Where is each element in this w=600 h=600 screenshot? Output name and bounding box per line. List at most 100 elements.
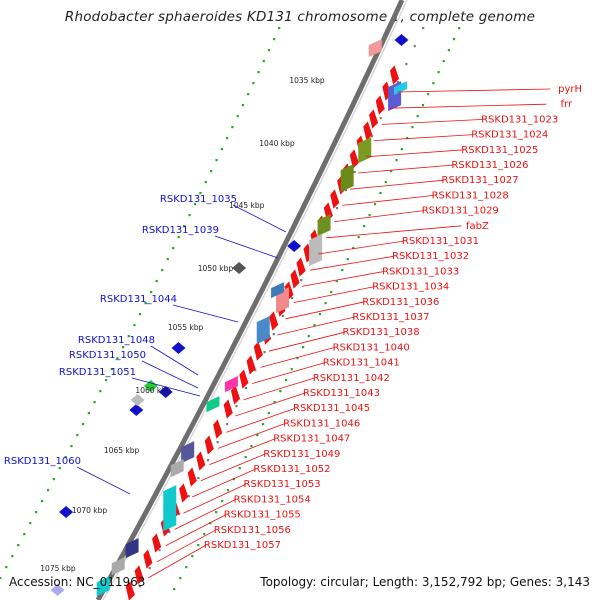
kbp-tick-label: 1075 kbp <box>40 564 76 573</box>
gene-label-forward: RSKD131_1027 <box>442 175 519 186</box>
track-dot <box>197 477 200 480</box>
track-dot <box>87 412 90 415</box>
track-dot <box>437 71 440 74</box>
leader-line <box>301 271 385 287</box>
track-dot <box>427 93 430 96</box>
track-dot <box>177 236 180 239</box>
track-dot <box>307 335 310 338</box>
gene-label-forward: RSKD131_1042 <box>313 373 390 384</box>
leader-line <box>373 134 474 141</box>
leader-line <box>217 423 286 449</box>
gene-label-forward: RSKD131_1040 <box>333 342 410 353</box>
accession-info: Accession: NC_011963 <box>9 575 145 589</box>
track-dot <box>76 434 79 437</box>
gene-label-forward: RSKD131_1024 <box>471 130 548 141</box>
track-dot <box>199 192 202 195</box>
forward-gene-arrow <box>230 385 241 405</box>
reverse-gene-arrow <box>394 34 409 46</box>
forward-gene-arrow <box>269 311 279 331</box>
gene-label-forward: RSKD131_1054 <box>234 494 311 505</box>
genes-value: 3,143 <box>555 575 590 589</box>
kbp-tick-label: 1050 kbp <box>198 264 234 273</box>
track-dot <box>206 459 210 462</box>
forward-gene-arrow <box>239 369 249 389</box>
gene-label-forward: RSKD131_1057 <box>204 540 281 551</box>
track-dot <box>272 333 275 336</box>
gene-label-reverse: RSKD131_1048 <box>78 335 155 346</box>
track-dot <box>29 522 32 525</box>
track-dot <box>247 93 250 96</box>
track-dot <box>346 258 349 261</box>
track-dot <box>144 302 147 305</box>
backbone <box>95 0 408 600</box>
track-dot <box>396 81 399 84</box>
track-dot <box>256 434 259 437</box>
track-dot <box>138 313 142 316</box>
gene-block <box>170 459 184 478</box>
leader-line <box>326 225 462 239</box>
gene-label-forward: RSKD131_1037 <box>352 312 429 323</box>
track-dot <box>363 225 366 228</box>
track-dot <box>330 291 333 294</box>
gene-block <box>224 376 238 393</box>
gene-block <box>96 576 110 597</box>
track-dot <box>335 207 339 210</box>
gene-label-forward: RSKD131_1038 <box>343 327 420 338</box>
leader-line <box>243 377 316 401</box>
forward-gene-arrow <box>196 451 206 471</box>
track-dot <box>138 585 141 588</box>
track-dot <box>41 500 44 503</box>
track-dot <box>173 588 176 591</box>
gene-label-forward: RSKD131_1046 <box>283 418 360 429</box>
forward-gene-arrow <box>296 257 306 277</box>
map-title: Rhodobacter sphaeroides KD131 chromosome… <box>64 9 536 25</box>
genes-label: Genes: <box>509 575 552 589</box>
track-dot <box>0 577 2 580</box>
gene-features <box>50 34 409 600</box>
gene-block <box>340 164 354 193</box>
forward-gene-arrow <box>349 149 359 169</box>
forward-gene-arrow <box>389 65 400 85</box>
gene-label-forward: RSKD131_1041 <box>323 358 400 369</box>
gene-label-forward: RSKD131_1049 <box>263 449 340 460</box>
track-dot <box>155 280 158 283</box>
forward-gene-arrow <box>246 355 256 375</box>
gene-label-reverse: RSKD131_1039 <box>142 225 219 236</box>
reverse-gene-arrow <box>50 584 65 596</box>
gene-label-forward: RSKD131_1043 <box>303 388 380 399</box>
gene-block <box>206 396 220 413</box>
track-dot <box>244 387 248 390</box>
kbp-ticks: 1035 kbp 1040 kbp 1045 kbp 1050 kbp 1055 kbp… <box>40 76 325 573</box>
track-dot <box>371 135 374 138</box>
leader-line <box>147 544 207 579</box>
track-dot <box>122 346 125 349</box>
kbp-tick-label: 1045 kbp <box>229 201 265 210</box>
leader-line <box>389 103 547 109</box>
track-dot <box>241 104 245 107</box>
track-dot <box>413 45 416 48</box>
kbp-tick-label: 1040 kbp <box>259 139 295 148</box>
track-dot <box>172 247 175 250</box>
track-dot <box>272 38 276 41</box>
track-dot <box>116 357 119 360</box>
track-dot <box>203 533 206 536</box>
gene-block <box>256 316 270 345</box>
leader-line <box>232 204 287 233</box>
label-leader-lines <box>76 88 551 579</box>
track-dot <box>278 27 281 30</box>
track-dot <box>231 126 234 129</box>
track-dot <box>235 405 238 408</box>
track-dot <box>432 82 435 85</box>
track-dot <box>210 170 213 173</box>
genome-stats: Topology: circular; Length: 3,152,792 bp… <box>260 575 590 589</box>
forward-gene-arrow <box>179 483 189 503</box>
gene-label-forward: RSKD131_1034 <box>372 282 449 293</box>
leader-line <box>76 466 131 495</box>
track-dot <box>279 390 282 393</box>
forward-gene-arrow <box>187 467 197 487</box>
gene-label-forward: RSKD131_1055 <box>224 510 301 521</box>
length-value: 3,152,792 bp <box>421 575 502 589</box>
leader-line <box>251 362 326 384</box>
track-dot <box>379 117 382 120</box>
track-dot <box>225 423 229 426</box>
